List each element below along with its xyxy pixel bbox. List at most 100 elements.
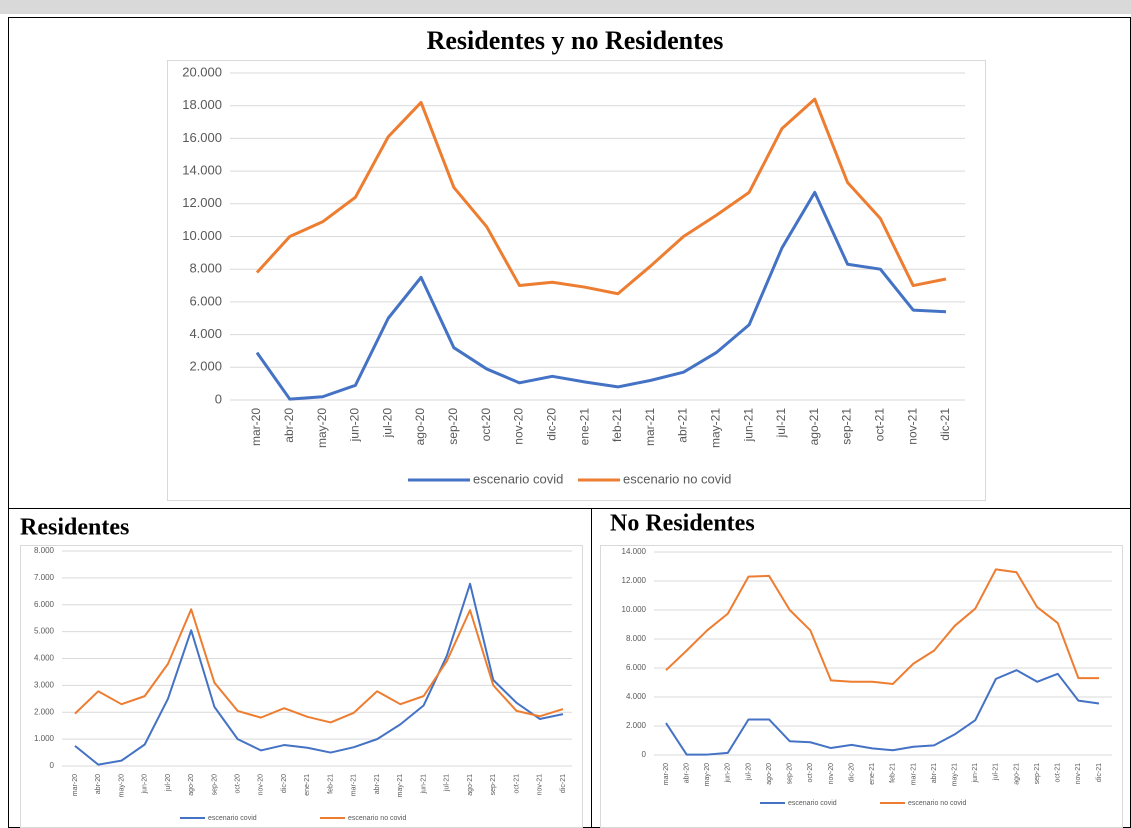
x-tick-label: may-20 bbox=[315, 408, 329, 448]
y-tick-label: 8.000 bbox=[189, 261, 222, 276]
x-tick-label: mar-21 bbox=[351, 774, 358, 796]
x-tick-label: oct-20 bbox=[479, 408, 493, 442]
x-tick-label: abr-20 bbox=[282, 408, 296, 443]
y-tick-label: 10.000 bbox=[622, 605, 647, 614]
chart-title: No Residentes bbox=[610, 511, 755, 537]
data-line bbox=[665, 568, 1099, 685]
x-tick-label: ene-21 bbox=[869, 763, 876, 785]
x-tick-label: sep-20 bbox=[446, 408, 460, 445]
x-tick-label: abr-21 bbox=[374, 774, 381, 794]
x-tick-label: abr-21 bbox=[676, 408, 690, 443]
x-tick-label: mar-21 bbox=[910, 763, 917, 785]
x-tick-label: may-21 bbox=[709, 408, 723, 448]
x-tick-label: nov-20 bbox=[828, 763, 835, 785]
x-tick-label: ago-21 bbox=[467, 774, 474, 796]
x-tick-label: jun-21 bbox=[741, 408, 755, 443]
y-tick-label: 8.000 bbox=[34, 546, 55, 555]
y-tick-label: 7.000 bbox=[34, 573, 55, 582]
x-tick-label: jun-21 bbox=[972, 763, 979, 784]
y-tick-label: 2.000 bbox=[34, 707, 55, 716]
header-bar bbox=[0, 0, 1131, 14]
x-tick-label: jul-20 bbox=[380, 408, 394, 439]
y-tick-label: 2.000 bbox=[626, 721, 647, 730]
x-tick-label: sep-21 bbox=[1034, 763, 1041, 785]
x-tick-label: abr-21 bbox=[931, 763, 938, 783]
x-tick-label: jun-20 bbox=[348, 408, 362, 443]
chart-frame bbox=[167, 60, 986, 501]
y-tick-label: 1.000 bbox=[34, 734, 55, 743]
data-line bbox=[255, 97, 947, 296]
y-tick-label: 0 bbox=[642, 750, 647, 759]
x-tick-label: oct-20 bbox=[235, 774, 242, 794]
x-tick-label: may-21 bbox=[952, 763, 959, 786]
x-tick-label: nov-21 bbox=[537, 774, 544, 796]
x-tick-label: mar-20 bbox=[249, 408, 263, 446]
y-tick-label: 12.000 bbox=[182, 195, 222, 210]
y-tick-label: 0 bbox=[50, 761, 55, 770]
legend-label: escenario no covid bbox=[623, 471, 731, 486]
y-tick-label: 10.000 bbox=[182, 228, 222, 243]
x-tick-label: oct-21 bbox=[1055, 763, 1062, 783]
x-tick-label: ago-20 bbox=[766, 763, 773, 785]
y-tick-label: 14.000 bbox=[182, 163, 222, 178]
y-tick-label: 6.000 bbox=[189, 293, 222, 308]
x-tick-label: dic-21 bbox=[938, 408, 952, 441]
x-tick-label: ene-21 bbox=[304, 774, 311, 796]
x-tick-label: ago-20 bbox=[413, 408, 427, 446]
x-tick-label: jun-20 bbox=[142, 774, 149, 795]
x-tick-label: ene-21 bbox=[577, 408, 591, 446]
x-tick-label: dic-21 bbox=[1096, 763, 1103, 782]
y-tick-label: 3.000 bbox=[34, 680, 55, 689]
y-tick-label: 18.000 bbox=[182, 97, 222, 112]
x-tick-label: may-20 bbox=[118, 774, 125, 797]
x-tick-label: feb-21 bbox=[610, 408, 624, 442]
x-tick-label: oct-21 bbox=[513, 774, 520, 794]
y-tick-label: 20.000 bbox=[182, 64, 222, 79]
y-tick-label: 4.000 bbox=[34, 654, 55, 663]
x-tick-label: jul-21 bbox=[444, 774, 451, 792]
x-tick-label: ago-20 bbox=[188, 774, 195, 796]
x-tick-label: oct-21 bbox=[873, 408, 887, 442]
y-tick-label: 2.000 bbox=[189, 359, 222, 374]
y-tick-label: 12.000 bbox=[622, 576, 647, 585]
x-tick-label: dic-20 bbox=[848, 763, 855, 782]
data-line bbox=[74, 582, 564, 766]
x-tick-label: nov-21 bbox=[1075, 763, 1082, 785]
y-tick-label: 4.000 bbox=[626, 692, 647, 701]
y-tick-label: 6.000 bbox=[626, 663, 647, 672]
x-tick-label: sep-21 bbox=[490, 774, 497, 796]
legend-label: escenario covid bbox=[473, 471, 563, 486]
table-border bbox=[8, 17, 1131, 828]
x-tick-label: nov-20 bbox=[512, 408, 526, 445]
x-tick-label: oct-20 bbox=[807, 763, 814, 783]
y-tick-label: 8.000 bbox=[626, 634, 647, 643]
y-tick-label: 4.000 bbox=[189, 326, 222, 341]
x-tick-label: dic-20 bbox=[544, 408, 558, 441]
x-tick-label: ago-21 bbox=[1013, 763, 1020, 785]
x-tick-label: nov-20 bbox=[258, 774, 265, 796]
x-tick-label: feb-21 bbox=[890, 763, 897, 783]
x-tick-label: mar-21 bbox=[643, 408, 657, 446]
x-tick-label: jul-20 bbox=[745, 763, 752, 781]
data-line bbox=[255, 190, 947, 401]
x-tick-label: jun-20 bbox=[725, 763, 732, 784]
chart-title: Residentes bbox=[20, 515, 129, 541]
chart-title: Residentes y no Residentes bbox=[427, 26, 724, 55]
x-tick-label: abr-20 bbox=[95, 774, 102, 794]
x-tick-label: ago-21 bbox=[807, 408, 821, 446]
y-tick-label: 6.000 bbox=[34, 600, 55, 609]
x-tick-label: sep-21 bbox=[840, 408, 854, 445]
x-tick-label: nov-21 bbox=[905, 408, 919, 445]
x-tick-label: sep-20 bbox=[211, 774, 218, 796]
x-tick-label: mar-20 bbox=[663, 763, 670, 785]
legend-label: escenario covid bbox=[788, 800, 837, 807]
data-line bbox=[665, 669, 1100, 756]
x-tick-label: sep-20 bbox=[787, 763, 794, 785]
x-tick-label: dic-20 bbox=[281, 774, 288, 793]
y-tick-label: 0 bbox=[215, 391, 222, 406]
y-tick-label: 5.000 bbox=[34, 627, 55, 636]
x-tick-label: jun-21 bbox=[420, 774, 427, 795]
x-tick-label: jul-21 bbox=[993, 763, 1000, 781]
